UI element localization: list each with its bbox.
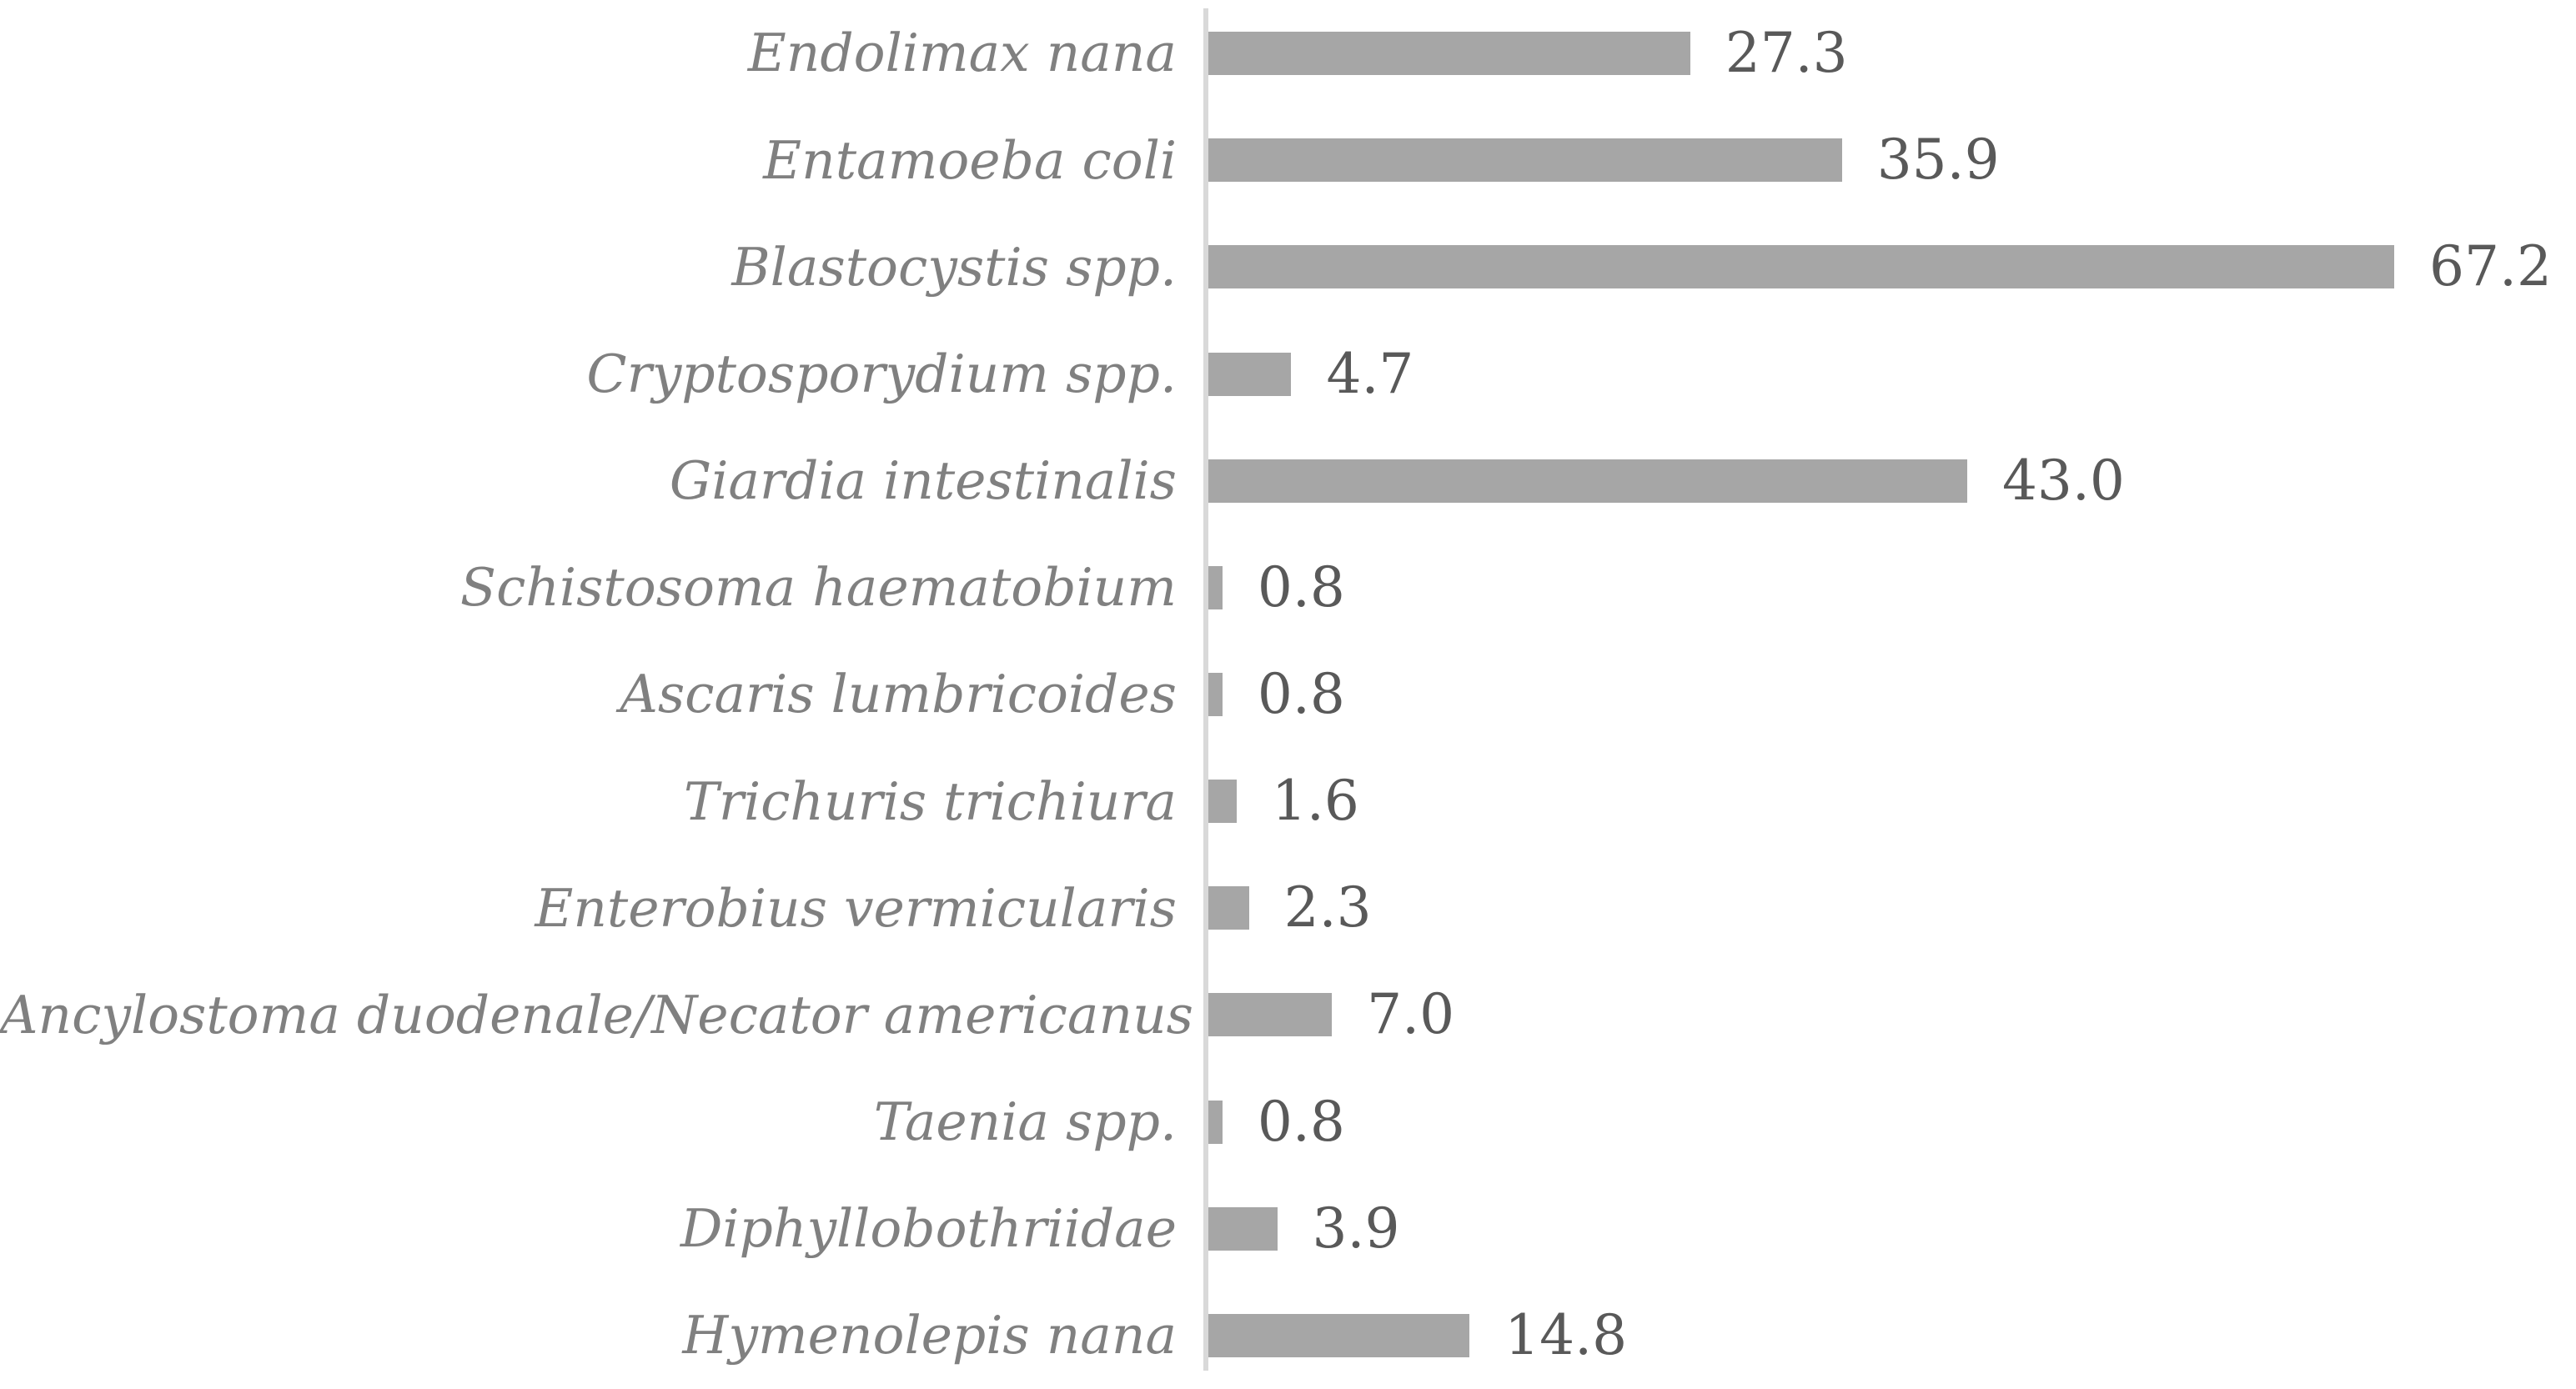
bar bbox=[1208, 138, 1842, 183]
bar bbox=[1208, 886, 1249, 930]
bar bbox=[1208, 352, 1292, 396]
category-label: Blastocystis spp. bbox=[731, 236, 1177, 298]
bar-row: Blastocystis spp. 67.2 bbox=[0, 213, 2576, 320]
bar-row: Trichuris trichiura 1.6 bbox=[0, 748, 2576, 855]
value-label: 2.3 bbox=[1283, 875, 1372, 940]
category-label: Diphyllobothriidae bbox=[680, 1198, 1177, 1260]
value-label: 0.8 bbox=[1257, 662, 1345, 727]
value-label: 7.0 bbox=[1367, 982, 1455, 1047]
category-label: Hymenolepis nana bbox=[682, 1305, 1177, 1366]
category-label: Trichuris trichiura bbox=[683, 770, 1177, 832]
plot-area: 43.0 bbox=[1203, 428, 2576, 534]
category-label: Schistosoma haematobium bbox=[459, 557, 1177, 619]
category-label: Ancylostoma duodenale/Necator americanus bbox=[0, 984, 1193, 1046]
value-label: 35.9 bbox=[1876, 128, 2000, 193]
bar bbox=[1208, 1206, 1278, 1251]
bar bbox=[1208, 1100, 1223, 1144]
bar-row: Entamoeba coli 35.9 bbox=[0, 107, 2576, 213]
value-label: 0.8 bbox=[1257, 554, 1345, 619]
bar bbox=[1208, 565, 1223, 609]
plot-area: 0.8 bbox=[1203, 641, 2576, 748]
plot-area: 3.9 bbox=[1203, 1176, 2576, 1282]
plot-area: 2.3 bbox=[1203, 855, 2576, 961]
bar bbox=[1208, 993, 1333, 1037]
category-label: Giardia intestinalis bbox=[669, 450, 1177, 512]
value-label: 27.3 bbox=[1725, 21, 1848, 86]
plot-area: 0.8 bbox=[1203, 534, 2576, 641]
plot-area: 7.0 bbox=[1203, 961, 2576, 1068]
category-label: Cryptosporydium spp. bbox=[586, 343, 1177, 404]
bar-row: Ancylostoma duodenale/Necator americanus… bbox=[0, 961, 2576, 1068]
bar-row: Giardia intestinalis 43.0 bbox=[0, 428, 2576, 534]
plot-area: 14.8 bbox=[1203, 1282, 2576, 1389]
y-axis-line bbox=[1203, 8, 1208, 1371]
plot-area: 0.8 bbox=[1203, 1069, 2576, 1176]
plot-area: 67.2 bbox=[1203, 213, 2576, 320]
bar-row: Enterobius vermicularis 2.3 bbox=[0, 855, 2576, 961]
bar bbox=[1208, 1313, 1470, 1357]
bar-row: Schistosoma haematobium 0.8 bbox=[0, 534, 2576, 641]
value-label: 14.8 bbox=[1504, 1302, 1628, 1367]
value-label: 43.0 bbox=[2001, 448, 2125, 513]
bar-row: Hymenolepis nana 14.8 bbox=[0, 1282, 2576, 1389]
value-label: 3.9 bbox=[1312, 1196, 1400, 1261]
value-label: 67.2 bbox=[2429, 234, 2552, 299]
plot-area: 27.3 bbox=[1203, 0, 2576, 107]
bar-row: Taenia spp. 0.8 bbox=[0, 1069, 2576, 1176]
bar bbox=[1208, 32, 1690, 76]
plot-area: 35.9 bbox=[1203, 107, 2576, 213]
bar bbox=[1208, 245, 2395, 289]
category-label: Enterobius vermicularis bbox=[535, 877, 1177, 939]
bar bbox=[1208, 459, 1967, 503]
category-label: Entamoeba coli bbox=[763, 129, 1177, 191]
bar-row: Diphyllobothriidae 3.9 bbox=[0, 1176, 2576, 1282]
bar-row: Ascaris lumbricoides 0.8 bbox=[0, 641, 2576, 748]
bar-row: Endolimax nana 27.3 bbox=[0, 0, 2576, 107]
category-label: Endolimax nana bbox=[747, 23, 1177, 84]
value-label: 4.7 bbox=[1326, 341, 1414, 406]
value-label: 1.6 bbox=[1271, 769, 1359, 834]
plot-area: 1.6 bbox=[1203, 748, 2576, 855]
plot-area: 4.7 bbox=[1203, 320, 2576, 427]
value-label: 0.8 bbox=[1257, 1089, 1345, 1154]
category-label: Ascaris lumbricoides bbox=[620, 664, 1177, 725]
bar bbox=[1208, 673, 1223, 717]
bar bbox=[1208, 780, 1237, 824]
bar-row: Cryptosporydium spp. 4.7 bbox=[0, 320, 2576, 427]
category-label: Taenia spp. bbox=[873, 1091, 1177, 1152]
